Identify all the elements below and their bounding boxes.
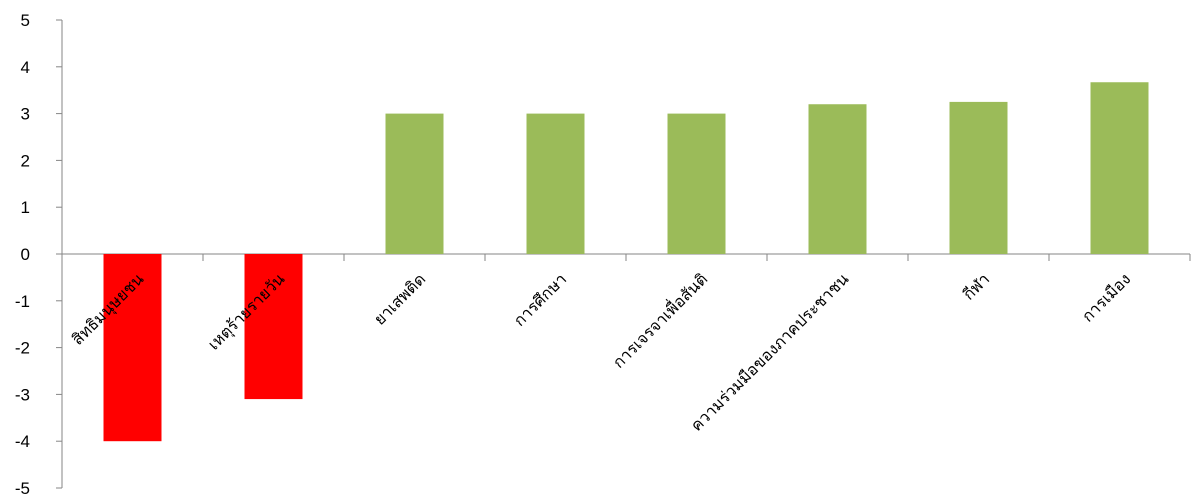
bar bbox=[103, 254, 162, 442]
x-category-label: ความร่วมมือของภาคประชาชน bbox=[687, 269, 853, 435]
x-category-label: ยาเสพติด bbox=[370, 269, 429, 328]
y-tick-label: 3 bbox=[21, 105, 30, 124]
x-category-label: การศึกษา bbox=[510, 269, 571, 330]
y-tick-label: -5 bbox=[15, 479, 30, 495]
x-category-label: กีฬา bbox=[959, 269, 993, 303]
x-category-label: การเจรจาเพื่อสันติ bbox=[608, 268, 712, 372]
x-category-label: การเมือง bbox=[1078, 269, 1134, 325]
bars bbox=[103, 82, 1149, 442]
y-tick-label: 4 bbox=[21, 58, 30, 77]
bar bbox=[385, 113, 444, 254]
category-labels: สิทธิมนุษยชน เหตุร้ายรายวัน ยาเสพติด การศึก… bbox=[68, 268, 1134, 435]
y-tick-label: -2 bbox=[15, 339, 30, 358]
y-tick-label: 5 bbox=[21, 11, 30, 30]
y-axis: 5 4 3 2 1 0 -1 -2 -3 -4 -5 bbox=[15, 11, 63, 495]
bar bbox=[526, 113, 585, 254]
y-tick-label: -3 bbox=[15, 385, 30, 404]
y-tick-label: 1 bbox=[21, 198, 30, 217]
bar bbox=[949, 101, 1008, 255]
y-tick-label: -1 bbox=[15, 292, 30, 311]
bar bbox=[1090, 82, 1149, 254]
y-tick-label: 0 bbox=[21, 245, 30, 264]
bar bbox=[808, 104, 867, 255]
bar bbox=[667, 113, 726, 254]
y-tick-label: -4 bbox=[15, 432, 30, 451]
y-tick-label: 2 bbox=[21, 151, 30, 170]
bar bbox=[244, 254, 303, 400]
x-axis bbox=[62, 253, 1191, 261]
